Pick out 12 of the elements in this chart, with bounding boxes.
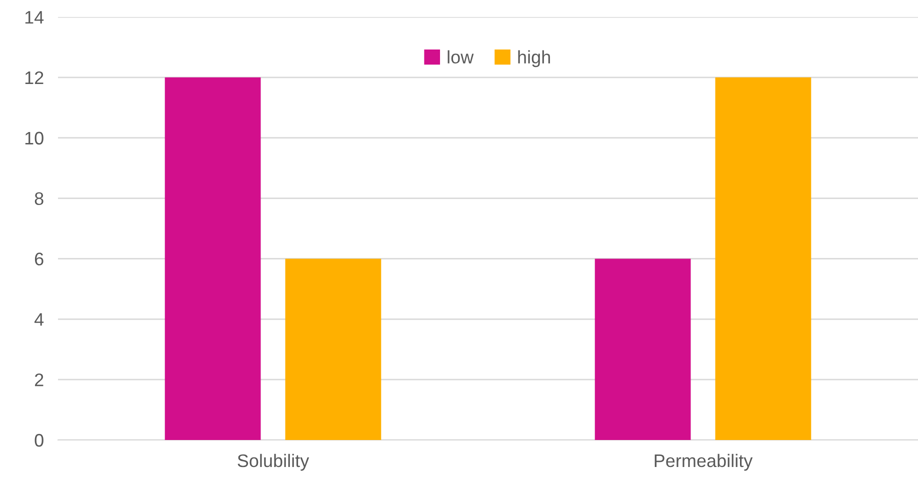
legend-label: low	[448, 50, 474, 64]
x-tick-label: Permeability	[654, 454, 753, 471]
x-tick-label: Solubility	[238, 454, 310, 471]
y-tick-label: 2	[34, 374, 44, 386]
y-tick-label: 10	[25, 132, 44, 145]
y-tick-label: 8	[34, 192, 44, 206]
y-tick-label: 14	[25, 11, 44, 24]
y-tick-label: 0	[34, 434, 44, 447]
y-tick-label: 12	[25, 71, 44, 84]
y-tick-label: 6	[34, 252, 44, 266]
y-tick-label: 4	[34, 313, 44, 326]
legend-label: high	[518, 50, 550, 68]
